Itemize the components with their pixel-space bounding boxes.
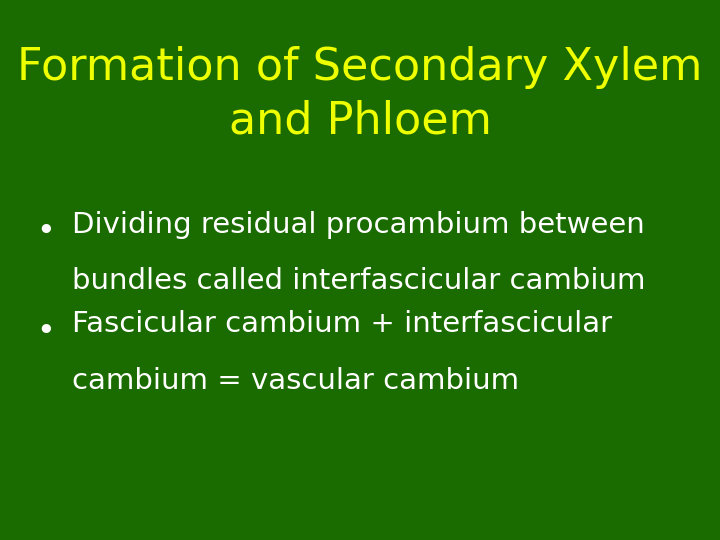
Text: and Phloem: and Phloem: [228, 100, 492, 143]
Text: bundles called interfascicular cambium: bundles called interfascicular cambium: [72, 267, 646, 295]
Text: Formation of Secondary Xylem: Formation of Secondary Xylem: [17, 46, 703, 89]
Text: cambium = vascular cambium: cambium = vascular cambium: [72, 367, 519, 395]
Text: •: •: [36, 316, 55, 347]
Text: •: •: [36, 216, 55, 247]
Text: Fascicular cambium + interfascicular: Fascicular cambium + interfascicular: [72, 310, 612, 339]
Text: Dividing residual procambium between: Dividing residual procambium between: [72, 211, 644, 239]
